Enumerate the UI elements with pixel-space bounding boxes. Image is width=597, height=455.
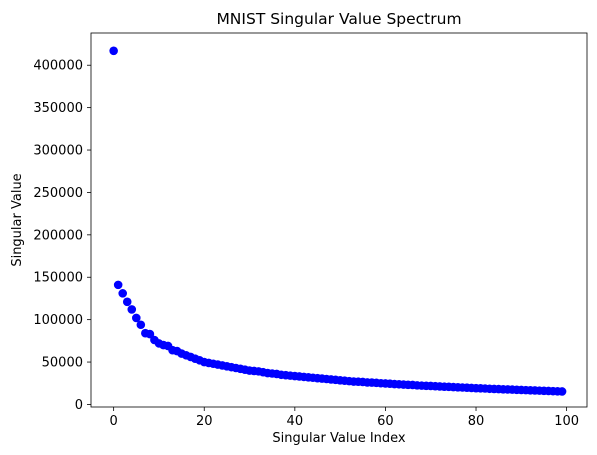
x-tick-label: 60 xyxy=(377,414,394,429)
y-axis-label: Singular Value xyxy=(10,173,25,266)
data-points xyxy=(109,47,566,396)
y-tick-label: 350000 xyxy=(33,101,83,116)
x-tick-label: 0 xyxy=(110,414,118,429)
y-tick-label: 300000 xyxy=(33,144,83,159)
x-axis-label: Singular Value Index xyxy=(272,431,406,446)
y-tick-label: 200000 xyxy=(33,228,83,243)
data-point xyxy=(558,387,567,396)
chart-title: MNIST Singular Value Spectrum xyxy=(216,10,461,28)
data-point xyxy=(109,47,118,56)
data-point xyxy=(137,320,146,329)
plot-frame xyxy=(91,33,587,407)
x-axis-ticks: 0 20 40 60 80 100 xyxy=(110,407,580,429)
y-axis-ticks: 0 50000 100000 150000 200000 250000 300000 3500… xyxy=(33,59,91,413)
data-point xyxy=(118,289,127,298)
x-tick-label: 40 xyxy=(287,414,304,429)
y-tick-label: 100000 xyxy=(33,313,83,328)
data-point xyxy=(114,281,123,290)
x-tick-label: 80 xyxy=(468,414,485,429)
y-tick-label: 150000 xyxy=(33,271,83,286)
data-point xyxy=(127,305,136,314)
data-point xyxy=(123,298,132,307)
y-tick-label: 400000 xyxy=(33,59,83,74)
x-tick-label: 100 xyxy=(554,414,579,429)
y-tick-label: 50000 xyxy=(42,356,83,371)
y-tick-label: 0 xyxy=(75,398,83,413)
y-tick-label: 250000 xyxy=(33,186,83,201)
x-tick-label: 20 xyxy=(196,414,213,429)
